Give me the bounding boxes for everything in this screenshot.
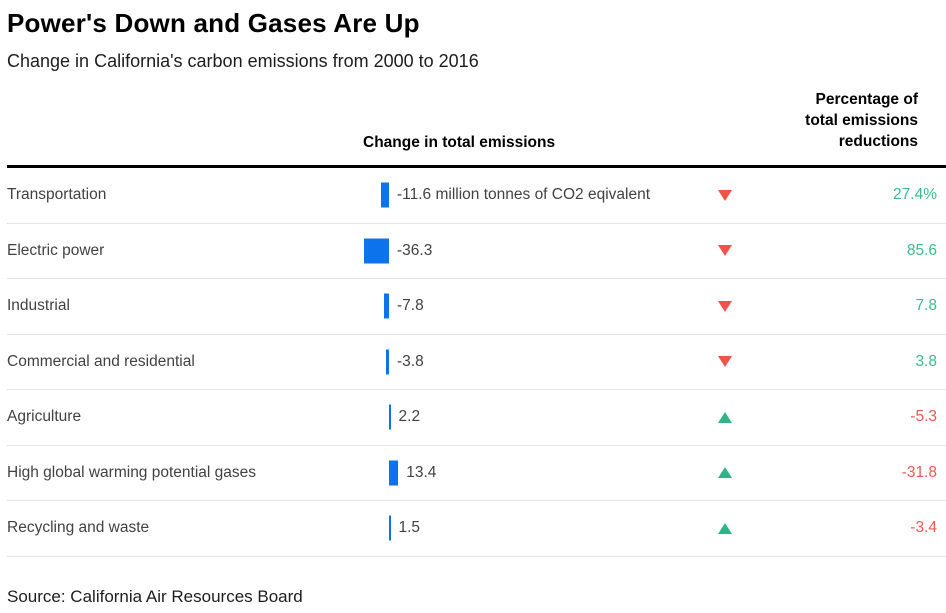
page-subtitle: Change in California's carbon emissions … bbox=[7, 51, 479, 71]
table-body: Transportation -11.6 million tonnes of C… bbox=[7, 168, 946, 557]
change-value: 13.4 bbox=[406, 463, 437, 481]
change-value: 2.2 bbox=[398, 408, 421, 426]
trend-cell bbox=[705, 467, 745, 479]
table-row: Industrial -7.8 7.8 bbox=[7, 279, 946, 335]
row-label: Commercial and residential bbox=[7, 352, 195, 370]
trend-cell bbox=[705, 245, 745, 257]
table-header: Change in total emissions Percentage of … bbox=[7, 89, 946, 168]
table-row: High global warming potential gases 13.4… bbox=[7, 446, 946, 501]
table-row: Commercial and residential -3.8 3.8 bbox=[7, 335, 946, 390]
change-bar-cell: -3.8 bbox=[363, 335, 705, 390]
change-bar-cell: -7.8 bbox=[363, 279, 705, 334]
change-bar bbox=[389, 460, 399, 486]
pct-value: -3.4 bbox=[910, 519, 937, 537]
change-value: -36.3 bbox=[397, 241, 433, 259]
change-value: -11.6 million tonnes of CO2 eqivalent bbox=[397, 186, 651, 204]
change-bar-cell: 13.4 bbox=[363, 446, 705, 501]
change-value: -7.8 bbox=[397, 297, 424, 315]
change-bar-cell: 1.5 bbox=[363, 501, 705, 556]
down-triangle-icon bbox=[718, 245, 732, 257]
down-triangle-icon bbox=[718, 300, 732, 312]
row-label: Electric power bbox=[7, 241, 105, 259]
change-bar-cell: -11.6 million tonnes of CO2 eqivalent bbox=[363, 168, 705, 223]
change-bar-cell: 2.2 bbox=[363, 390, 705, 445]
pct-value: -5.3 bbox=[910, 408, 937, 426]
down-triangle-icon bbox=[718, 189, 732, 201]
trend-cell bbox=[705, 300, 745, 312]
change-value: -3.8 bbox=[397, 352, 424, 370]
row-label: High global warming potential gases bbox=[7, 463, 257, 481]
row-label: Agriculture bbox=[7, 408, 82, 426]
trend-cell bbox=[705, 522, 745, 534]
trend-cell bbox=[705, 189, 745, 201]
change-bar bbox=[386, 349, 389, 375]
row-label: Recycling and waste bbox=[7, 519, 150, 537]
column-header-pct-reductions: Percentage of total emissions reductions bbox=[805, 91, 918, 150]
change-bar bbox=[389, 404, 391, 430]
column-header-change: Change in total emissions bbox=[363, 134, 556, 151]
row-label: Industrial bbox=[7, 297, 70, 315]
change-bar bbox=[383, 293, 389, 319]
change-bar-cell: -36.3 bbox=[363, 224, 705, 279]
pct-value: 27.4% bbox=[893, 186, 937, 204]
table-row: Recycling and waste 1.5 -3.4 bbox=[7, 501, 946, 557]
change-bar bbox=[380, 182, 389, 208]
change-bar bbox=[363, 238, 389, 264]
table-row: Transportation -11.6 million tonnes of C… bbox=[7, 168, 946, 224]
table-row: Electric power -36.3 85.6 bbox=[7, 224, 946, 279]
pct-value: 85.6 bbox=[906, 241, 937, 259]
trend-cell bbox=[705, 411, 745, 423]
up-triangle-icon bbox=[718, 522, 732, 534]
pct-value: 3.8 bbox=[915, 352, 937, 370]
up-triangle-icon bbox=[718, 467, 732, 479]
source-note: Source: California Air Resources Board bbox=[7, 586, 303, 606]
down-triangle-icon bbox=[718, 356, 732, 368]
chart-card: Power's Down and Gases Are Up Change in … bbox=[0, 7, 946, 613]
pct-value: 7.8 bbox=[915, 297, 937, 315]
row-label: Transportation bbox=[7, 186, 107, 204]
change-bar bbox=[389, 515, 391, 541]
trend-cell bbox=[705, 356, 745, 368]
pct-value: -31.8 bbox=[901, 463, 937, 481]
change-value: 1.5 bbox=[398, 519, 421, 537]
table-row: Agriculture 2.2 -5.3 bbox=[7, 390, 946, 446]
up-triangle-icon bbox=[718, 411, 732, 423]
page-title: Power's Down and Gases Are Up bbox=[7, 8, 420, 38]
